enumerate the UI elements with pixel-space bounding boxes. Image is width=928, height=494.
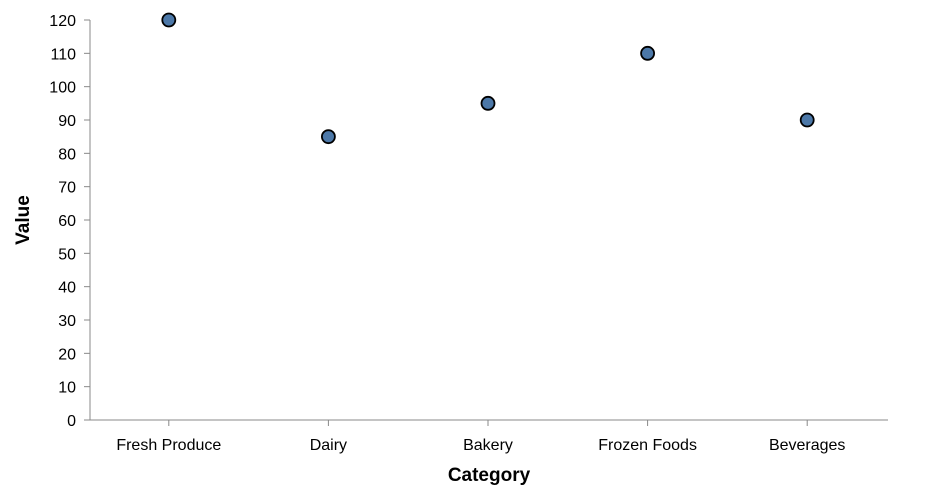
y-tick-label: 100 [49, 80, 76, 97]
y-tick-label: 20 [58, 346, 76, 363]
y-tick-label: 80 [58, 146, 76, 163]
y-tick-label: 0 [67, 413, 76, 430]
y-tick-label: 30 [58, 313, 76, 330]
x-tick-label: Bakery [463, 437, 513, 454]
y-axis: 0 10 20 30 40 50 60 70 80 90 100 110 120 [49, 13, 91, 430]
x-tick-label: Dairy [310, 437, 347, 454]
data-point [640, 45, 655, 61]
y-tick-label: 120 [49, 13, 76, 30]
y-tick-label: 40 [58, 280, 76, 297]
y-axis-title: Value [13, 195, 34, 245]
x-tick-label: Fresh Produce [116, 437, 221, 454]
y-tick-label: 10 [58, 380, 76, 397]
data-point [799, 112, 815, 128]
y-tick-label: 90 [58, 113, 76, 130]
data-point [161, 12, 177, 28]
y-tick-label: 110 [50, 46, 76, 63]
x-axis: Fresh Produce Dairy Bakery Frozen Foods Beve… [90, 419, 888, 454]
data-point [480, 95, 496, 111]
y-tick-label: 50 [58, 246, 76, 263]
y-tick-label: 70 [58, 180, 76, 197]
x-axis-title: Category [448, 465, 531, 486]
data-point [320, 129, 336, 145]
x-tick-label: Frozen Foods [598, 437, 697, 454]
data-points [161, 12, 815, 145]
y-tick-label: 60 [58, 213, 76, 230]
x-tick-label: Beverages [769, 437, 846, 454]
